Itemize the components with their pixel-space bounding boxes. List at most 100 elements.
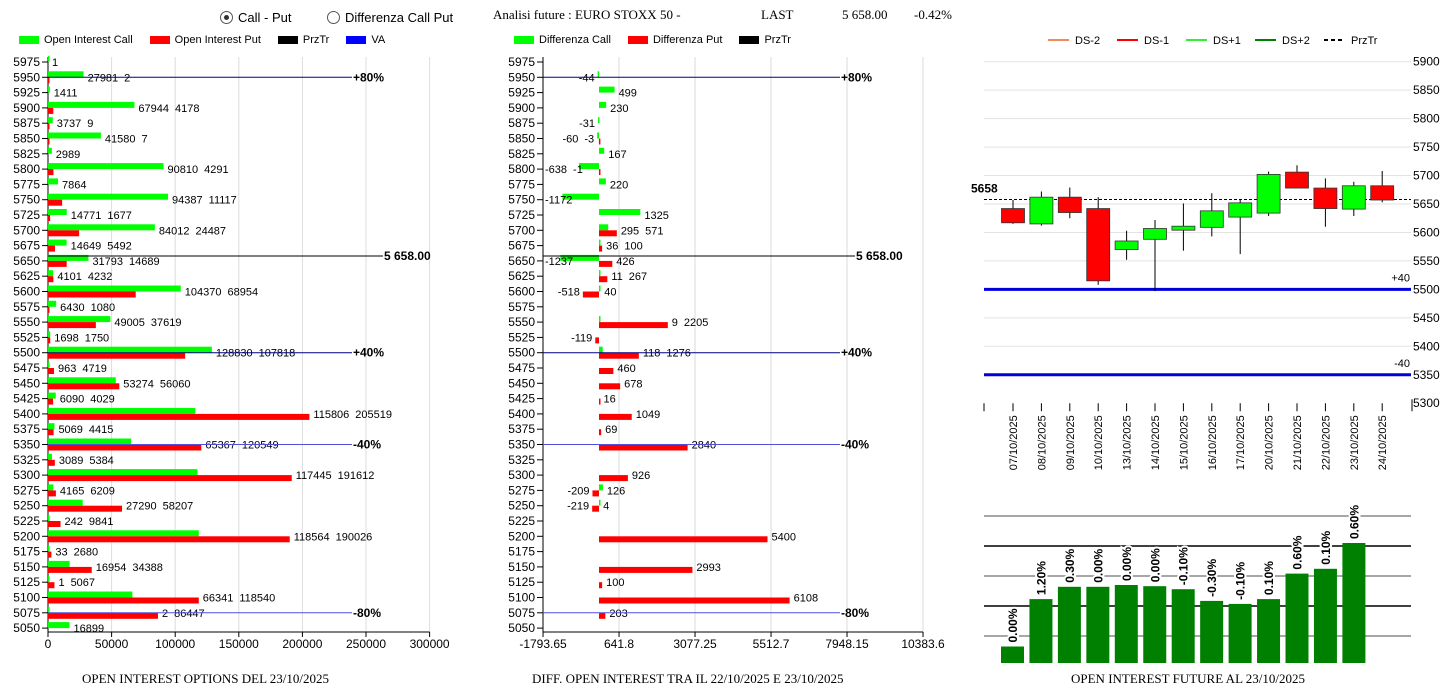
y-tick-label: 5975 (13, 55, 40, 69)
x-tick-label: 300000 (410, 637, 450, 651)
bar-value-label: 295 (621, 225, 639, 237)
call-bar (48, 117, 53, 124)
legend-label: Differenza Call (539, 34, 611, 46)
put-bar (48, 169, 54, 176)
bar-value-label: 128830 (216, 348, 253, 360)
x-tick-label: 100000 (155, 637, 195, 651)
put-bar (592, 490, 599, 497)
y-tick-label: 5425 (508, 392, 535, 406)
call-bar (48, 530, 199, 537)
y-tick-label: 5225 (508, 514, 535, 528)
bar-value-label: 0.00% (1091, 548, 1105, 582)
swatch (627, 36, 648, 44)
y-tick-label: 5175 (508, 545, 535, 559)
change-value: -0.42% (914, 7, 952, 22)
call-bar (599, 224, 609, 231)
x-tick-label: 200000 (282, 637, 322, 651)
bar-value-label: 9 (87, 118, 93, 130)
y-tick-label: 5175 (13, 545, 40, 559)
put-bar (48, 107, 54, 114)
y-tick-label: 5775 (13, 177, 40, 191)
legend-label: Differenza Put (652, 34, 723, 46)
call-bar (560, 254, 599, 261)
bar-value-label: -119 (571, 332, 592, 344)
put-bar (598, 169, 601, 176)
bar-value-label: 5069 (58, 424, 82, 436)
y-tick-label: 5875 (508, 116, 535, 130)
put-bar (48, 383, 120, 390)
y-tick-label: 5300 (13, 468, 40, 482)
put-bar (48, 245, 55, 252)
future-bar (1086, 586, 1110, 663)
y-tick-label: 5900 (1413, 55, 1440, 69)
y-tick-label: 5850 (13, 132, 40, 146)
y-tick-label: 5475 (13, 361, 40, 375)
bar-value-label: 94387 (172, 195, 203, 207)
radio-button-icon[interactable] (327, 11, 340, 24)
call-bar (48, 101, 135, 108)
call-bar (48, 300, 57, 307)
bar-value-label: 16 (603, 394, 615, 406)
va-label: +40% (841, 346, 872, 360)
x-tick-label: 3077.25 (673, 637, 717, 651)
call-bar (48, 224, 155, 231)
bar-value-label: 6430 (60, 302, 84, 314)
put-bar (48, 306, 50, 313)
bar-value-label: 68954 (227, 287, 258, 299)
bar-value-label: 678 (624, 378, 642, 390)
put-bar (48, 490, 56, 497)
date-label: 07/10/2025 (1008, 415, 1020, 470)
y-tick-label: 5300 (1413, 396, 1440, 410)
date-label: 08/10/2025 (1036, 415, 1048, 470)
put-bar (48, 260, 67, 267)
y-tick-label: 5700 (508, 223, 535, 237)
y-tick-label: 5650 (1413, 197, 1440, 211)
call-bar (48, 163, 164, 170)
bar-value-label: 1080 (91, 302, 115, 314)
radio-call-put[interactable]: Call - Put (220, 10, 291, 25)
bar-value-label: 4232 (88, 271, 112, 283)
last-label: LAST (761, 7, 794, 22)
y-tick-label: 5500 (13, 346, 40, 360)
candle-up (1171, 225, 1196, 231)
bar-value-label: 6090 (60, 394, 84, 406)
y-tick-label: 5675 (508, 239, 535, 253)
bar-value-label: 242 (65, 516, 83, 528)
call-bar (599, 147, 605, 154)
date-label: 09/10/2025 (1065, 415, 1077, 470)
date-label: 23/10/2025 (1349, 415, 1361, 470)
radio-button-icon[interactable] (220, 11, 233, 24)
candle-up (1114, 240, 1139, 250)
bar-value-label: 34388 (132, 562, 163, 574)
put-bar (48, 612, 158, 619)
legend-item-call: Open Interest Call (19, 34, 133, 46)
y-tick-label: 5425 (13, 392, 40, 406)
call-bar (562, 193, 599, 200)
put-bar (48, 123, 50, 130)
bar-value-label: 49005 (114, 317, 145, 329)
put-bar (48, 398, 54, 405)
bar-value-label: 118540 (239, 593, 275, 605)
bar-value-label: 1.20% (1034, 561, 1048, 595)
y-tick-label: 5325 (508, 453, 535, 467)
bar-value-label: 69 (605, 424, 617, 436)
bar-value-label: -60 (562, 134, 578, 146)
bar-value-label: 2 (162, 608, 168, 620)
y-tick-label: 5850 (1413, 83, 1440, 97)
candle-up (1228, 202, 1253, 218)
bar-value-label: 100 (606, 577, 624, 589)
put-bar (582, 291, 599, 298)
y-tick-label: 5625 (13, 269, 40, 283)
bar-value-label: 4165 (60, 485, 84, 497)
radio-differenza-call-put[interactable]: Differenza Call Put (327, 10, 453, 25)
band-label: -40 (1394, 358, 1410, 370)
legend-label: PrzTr (1351, 35, 1378, 47)
call-bar (48, 147, 52, 154)
legend-item-prztr: PrzTr (277, 34, 329, 46)
put-bar (599, 429, 602, 436)
bar-value-label: 4 (603, 501, 609, 513)
put-bar (48, 566, 92, 573)
y-tick-label: 5350 (1413, 368, 1440, 382)
y-tick-label: 5550 (508, 315, 535, 329)
call-bar (597, 132, 599, 139)
